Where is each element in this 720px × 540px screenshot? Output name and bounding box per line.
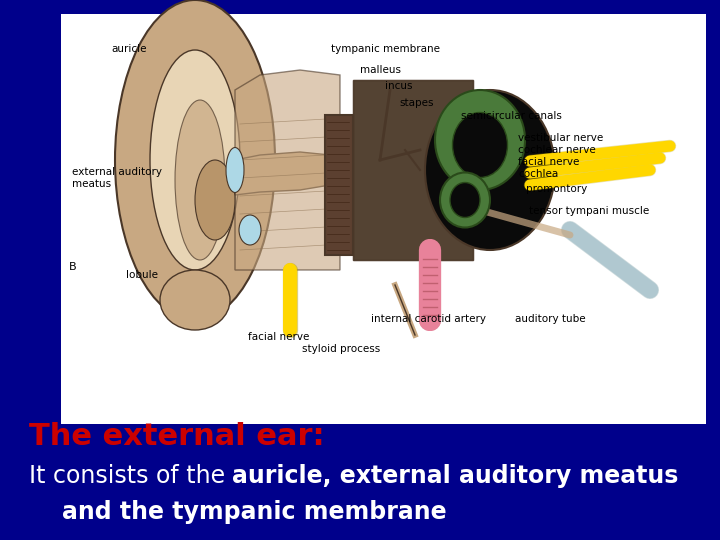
Ellipse shape [440, 172, 490, 227]
Text: promontory: promontory [526, 184, 587, 194]
Bar [353, 80, 473, 260]
Text: lobule: lobule [126, 271, 158, 280]
Ellipse shape [425, 90, 555, 250]
Ellipse shape [435, 90, 525, 190]
Text: tympanic membrane: tympanic membrane [331, 44, 440, 53]
Text: tensor tympani muscle: tensor tympani muscle [529, 206, 649, 215]
Text: It consists of the: It consists of the [29, 464, 233, 488]
Text: auricle: auricle [112, 44, 147, 53]
Text: internal carotid artery: internal carotid artery [371, 314, 486, 323]
Text: cochlear nerve: cochlear nerve [518, 145, 596, 155]
Text: auditory tube: auditory tube [515, 314, 585, 323]
Text: malleus: malleus [360, 65, 401, 75]
Ellipse shape [450, 183, 480, 218]
Text: auricle, external auditory meatus: auricle, external auditory meatus [233, 464, 679, 488]
Ellipse shape [160, 270, 230, 330]
Text: vestibular nerve: vestibular nerve [518, 133, 603, 143]
Text: facial nerve: facial nerve [248, 333, 310, 342]
Text: stapes: stapes [400, 98, 434, 107]
Text: semicircular canals: semicircular canals [461, 111, 562, 121]
Bar [325, 115, 353, 255]
Ellipse shape [226, 147, 244, 192]
Polygon shape [235, 70, 340, 270]
Ellipse shape [452, 112, 508, 178]
Text: and the tympanic membrane: and the tympanic membrane [29, 500, 446, 524]
Bar [61, 14, 706, 424]
Text: external auditory
meatus: external auditory meatus [72, 167, 162, 190]
Text: facial nerve: facial nerve [518, 157, 580, 167]
Text: incus: incus [385, 82, 413, 91]
Polygon shape [235, 152, 330, 195]
Text: cochlea: cochlea [518, 169, 559, 179]
Polygon shape [353, 80, 473, 260]
Ellipse shape [115, 0, 275, 320]
Ellipse shape [150, 50, 240, 270]
Text: styloid process: styloid process [302, 345, 381, 354]
Text: B: B [68, 262, 76, 272]
Ellipse shape [195, 160, 235, 240]
Ellipse shape [239, 215, 261, 245]
Ellipse shape [175, 100, 225, 260]
Text: The external ear:: The external ear: [29, 422, 325, 451]
